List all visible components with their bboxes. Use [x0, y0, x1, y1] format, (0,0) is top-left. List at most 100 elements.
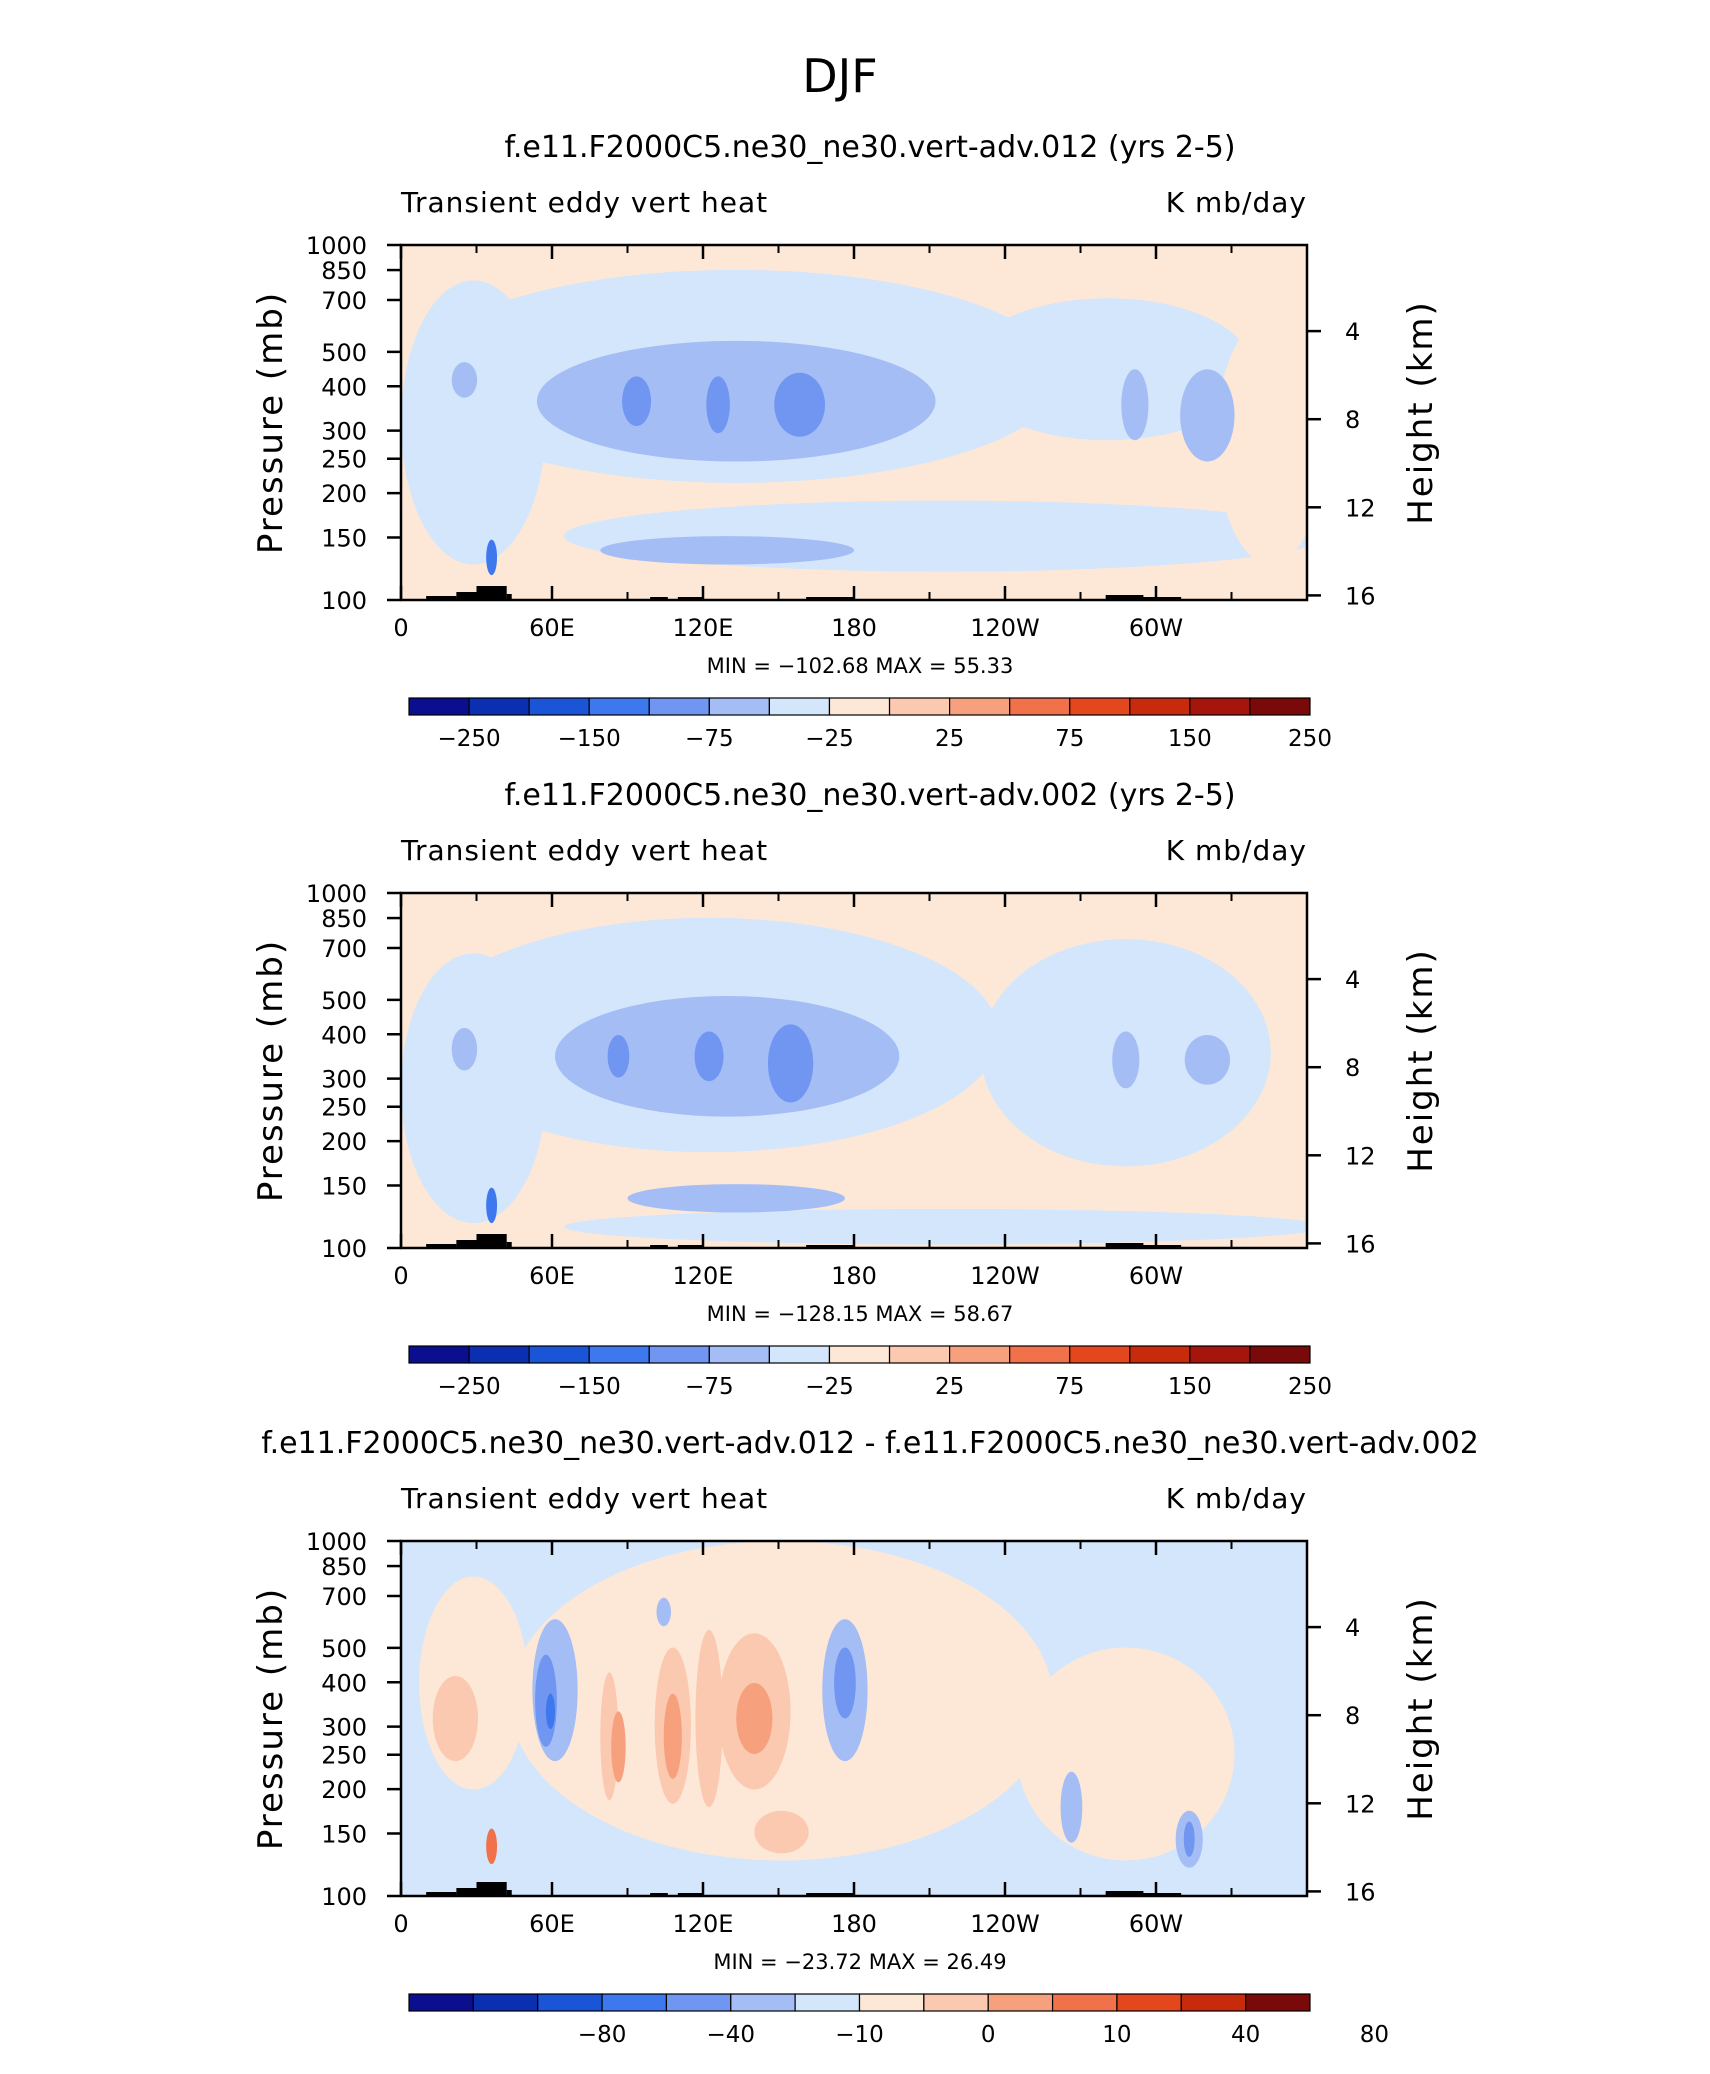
terrain-block	[506, 1242, 512, 1248]
colorbar-label: −150	[558, 1374, 621, 1400]
colorbar-segment	[1129, 697, 1191, 716]
colorbar-segment	[468, 1345, 530, 1364]
contour-region	[432, 1675, 479, 1762]
terrain-block	[1113, 1893, 1182, 1896]
panel-units-label: K mb/day	[1166, 186, 1307, 219]
contour-region	[1183, 1821, 1195, 1857]
colorbar-segment	[768, 1345, 831, 1364]
colorbar-segment	[1009, 1345, 1071, 1364]
height-tick-label: 8	[1345, 1054, 1360, 1082]
height-tick-label: 8	[1345, 406, 1360, 434]
x-tick-label: 60W	[1129, 614, 1183, 642]
contour-region	[706, 376, 730, 434]
terrain-block	[1113, 1245, 1182, 1248]
y-tick-label: 250	[321, 1094, 367, 1122]
colorbar-segment	[1189, 1345, 1251, 1364]
colorbar-segment	[708, 1345, 770, 1364]
terrain-block	[476, 1234, 507, 1248]
y-tick-label: 850	[321, 1553, 367, 1581]
terrain-block	[426, 1244, 457, 1248]
contour-region	[536, 340, 936, 462]
colorbar-segment	[730, 1993, 796, 2012]
colorbar: −250 −150 −75 −25 25 75 150 250	[408, 1345, 1332, 1400]
colorbar-segment	[1180, 1993, 1247, 2012]
colorbar-segment	[408, 1345, 470, 1364]
y-tick-label: 100	[321, 1235, 367, 1263]
y-tick-label: 400	[321, 1669, 367, 1697]
contour-region	[1112, 1031, 1140, 1089]
colorbar-segment	[472, 1993, 539, 2012]
y-tick-label: 850	[321, 257, 367, 285]
panel-2: f.e11.F2000C5.ne30_ne30.vert-adv.002 (yr…	[251, 778, 1441, 1400]
y-tick-label: 700	[321, 1583, 367, 1611]
colorbar-segment	[665, 1993, 732, 2012]
contour-region	[401, 280, 546, 565]
colorbar-label: 150	[1168, 726, 1212, 752]
contour-field	[401, 1541, 1307, 1896]
panel-title: f.e11.F2000C5.ne30_ne30.vert-adv.002 (yr…	[504, 778, 1235, 813]
x-tick-label: 60E	[529, 1262, 575, 1290]
colorbar-segment	[588, 697, 650, 716]
colorbar-label: −10	[835, 2022, 884, 2048]
x-tick-label: 60E	[529, 1910, 575, 1938]
terrain-block	[506, 1890, 512, 1896]
terrain-block	[650, 1245, 668, 1248]
contour-region	[419, 1576, 528, 1790]
y-axis-label: Pressure (mb)	[251, 291, 291, 554]
contour-region	[622, 376, 652, 427]
y-tick-label: 150	[321, 1172, 367, 1200]
contour-region	[600, 536, 854, 565]
x-tick-label: 120W	[970, 1262, 1040, 1290]
colorbar-segment	[528, 697, 590, 716]
x-tick-label: 120E	[673, 1262, 734, 1290]
contour-region	[754, 1810, 809, 1854]
y-tick-label: 300	[321, 418, 367, 446]
height-tick-label: 12	[1345, 494, 1376, 522]
height-tick-label: 4	[1345, 1614, 1360, 1642]
x-tick-label: 120W	[970, 614, 1040, 642]
colorbar-segment	[1116, 1993, 1182, 2012]
contour-region	[486, 1828, 498, 1865]
colorbar: −250 −150 −75 −25 25 75 150 250	[408, 697, 1332, 752]
colorbar-label: 25	[935, 1374, 964, 1400]
x-tick-label: 60W	[1129, 1910, 1183, 1938]
colorbar-label: 75	[1055, 1374, 1084, 1400]
x-tick-label: 120E	[673, 614, 734, 642]
colorbar-label: 250	[1288, 726, 1332, 752]
y-tick-label: 300	[321, 1066, 367, 1094]
colorbar-label: 75	[1055, 726, 1084, 752]
colorbar-label: 80	[1360, 2022, 1389, 2048]
height-axis-label: Height (km)	[1401, 300, 1441, 525]
colorbar-segment	[1009, 697, 1071, 716]
terrain-block	[476, 586, 507, 600]
colorbar-segment	[528, 1345, 590, 1364]
contour-region	[555, 995, 900, 1117]
min-max-stats: MIN = −23.72 MAX = 26.49	[713, 1950, 1006, 1974]
terrain-block	[456, 1888, 477, 1896]
panels: f.e11.F2000C5.ne30_ne30.vert-adv.012 (yr…	[251, 130, 1479, 2048]
height-axis-label: Height (km)	[1401, 948, 1441, 1173]
terrain-block	[806, 597, 854, 600]
colorbar-segment	[648, 697, 710, 716]
contour-region	[767, 1024, 814, 1103]
panel-title: f.e11.F2000C5.ne30_ne30.vert-adv.012 (yr…	[504, 130, 1235, 165]
y-tick-label: 250	[321, 1742, 367, 1770]
y-tick-label: 700	[321, 935, 367, 963]
x-tick-label: 0	[393, 1262, 408, 1290]
colorbar-label: −150	[558, 726, 621, 752]
panel-title: f.e11.F2000C5.ne30_ne30.vert-adv.012 - f…	[261, 1426, 1479, 1461]
y-tick-label: 500	[321, 339, 367, 367]
colorbar-segment	[923, 1993, 989, 2012]
colorbar-label: −75	[685, 726, 734, 752]
colorbar-segment	[948, 697, 1011, 716]
contour-region	[1060, 1771, 1083, 1843]
colorbar-segment	[828, 697, 891, 716]
contour-region	[695, 1629, 723, 1808]
height-axis-label: Height (km)	[1401, 1596, 1441, 1821]
contour-region	[694, 1031, 724, 1082]
contour-region	[663, 1693, 682, 1779]
colorbar: −80 −40 −10 0 10 40 80	[408, 1993, 1389, 2048]
min-max-stats: MIN = −102.68 MAX = 55.33	[707, 654, 1014, 678]
panel-left-label: Transient eddy vert heat	[400, 1482, 768, 1515]
